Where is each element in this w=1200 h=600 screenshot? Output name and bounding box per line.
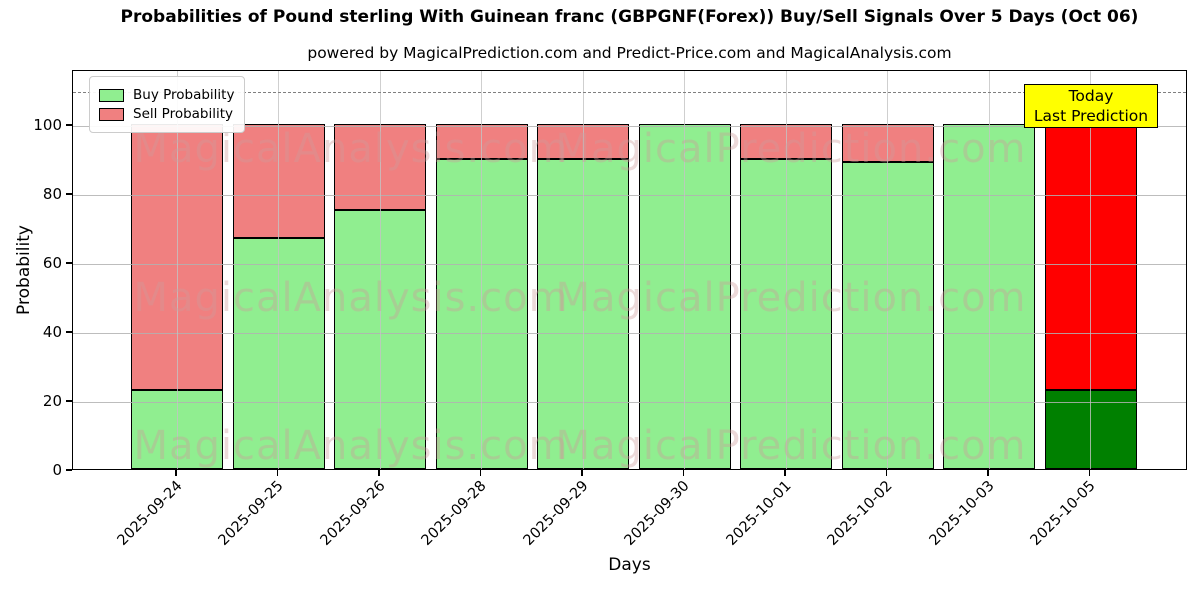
legend: Buy Probability Sell Probability [89, 76, 246, 133]
watermark-text: MagicalPrediction.com [555, 423, 1027, 469]
v-gridline [379, 71, 381, 469]
y-tick-mark [66, 262, 72, 264]
watermark-text: MagicalPrediction.com [555, 126, 1027, 172]
legend-item-sell: Sell Probability [99, 106, 234, 122]
v-gridline [481, 71, 482, 469]
y-tick-label: 80 [42, 185, 62, 204]
watermark-text: MagicalPrediction.com [555, 275, 1027, 321]
x-tick-label-text: 2025-10-03 [926, 478, 998, 549]
y-tick-label: 60 [42, 254, 62, 273]
h-gridline [73, 402, 1186, 404]
y-tick-mark [66, 400, 72, 402]
v-gridline [887, 71, 888, 469]
today-annotation-line2: Last Prediction [1033, 107, 1149, 125]
y-tick-label: 40 [42, 323, 62, 342]
v-gridline [582, 71, 584, 469]
legend-label-sell: Sell Probability [133, 106, 234, 122]
x-tick-mark [479, 470, 482, 476]
v-gridline [176, 71, 178, 469]
today-annotation: Today Last Prediction [1024, 84, 1158, 128]
watermark-text: MagicalAnalysis.com [133, 275, 569, 321]
x-tick-label-text: 2025-10-01 [723, 478, 795, 549]
y-tick-mark [66, 331, 72, 333]
sell-swatch-icon [99, 107, 124, 121]
h-gridline [73, 126, 1186, 128]
v-gridline [1090, 71, 1091, 469]
v-gridline [785, 71, 787, 469]
x-tick-mark [276, 470, 279, 476]
x-tick-mark [987, 470, 989, 476]
plot-area: MagicalAnalysis.com MagicalPrediction.com… [72, 70, 1187, 470]
buy-swatch-icon [99, 88, 124, 102]
y-tick-mark [66, 124, 72, 126]
x-tick-label-text: 2025-09-25 [215, 478, 287, 549]
x-tick-mark [784, 470, 786, 476]
legend-label-buy: Buy Probability [133, 87, 235, 103]
watermark-text: MagicalAnalysis.com [133, 423, 569, 469]
dashed-reference-line [73, 91, 1186, 93]
x-axis-label: Days [608, 555, 651, 575]
x-tick-mark [682, 470, 685, 476]
v-gridline [988, 71, 990, 469]
chart-subtitle: powered by MagicalPrediction.com and Pre… [307, 44, 952, 62]
x-tick-label-text: 2025-10-02 [824, 478, 896, 549]
x-tick-mark [885, 470, 888, 476]
y-tick-label: 20 [42, 392, 62, 411]
today-annotation-line1: Today [1068, 87, 1114, 105]
x-tick-mark [175, 470, 177, 476]
h-gridline [73, 333, 1186, 335]
watermark-text: MagicalAnalysis.com [133, 126, 569, 172]
v-gridline [684, 71, 685, 469]
chart-title: Probabilities of Pound sterling With Gui… [120, 7, 1139, 27]
x-tick-mark [1088, 470, 1091, 476]
x-tick-mark [581, 470, 583, 476]
x-tick-label-text: 2025-09-30 [621, 478, 693, 549]
x-tick-label-text: 2025-09-26 [317, 478, 389, 549]
x-tick-label-text: 2025-09-28 [418, 478, 490, 549]
y-tick-mark [66, 469, 72, 471]
x-tick-mark [378, 470, 380, 476]
x-tick-label-text: 2025-10-05 [1027, 478, 1099, 549]
h-gridline [73, 195, 1186, 197]
h-gridline [73, 264, 1186, 266]
x-tick-label-text: 2025-09-29 [520, 478, 592, 549]
y-tick-label: 0 [52, 461, 62, 479]
v-gridline [278, 71, 279, 469]
y-tick-mark [66, 193, 72, 195]
legend-item-buy: Buy Probability [99, 87, 234, 103]
y-tick-label: 100 [33, 116, 62, 135]
x-tick-label-text: 2025-09-24 [114, 478, 186, 549]
